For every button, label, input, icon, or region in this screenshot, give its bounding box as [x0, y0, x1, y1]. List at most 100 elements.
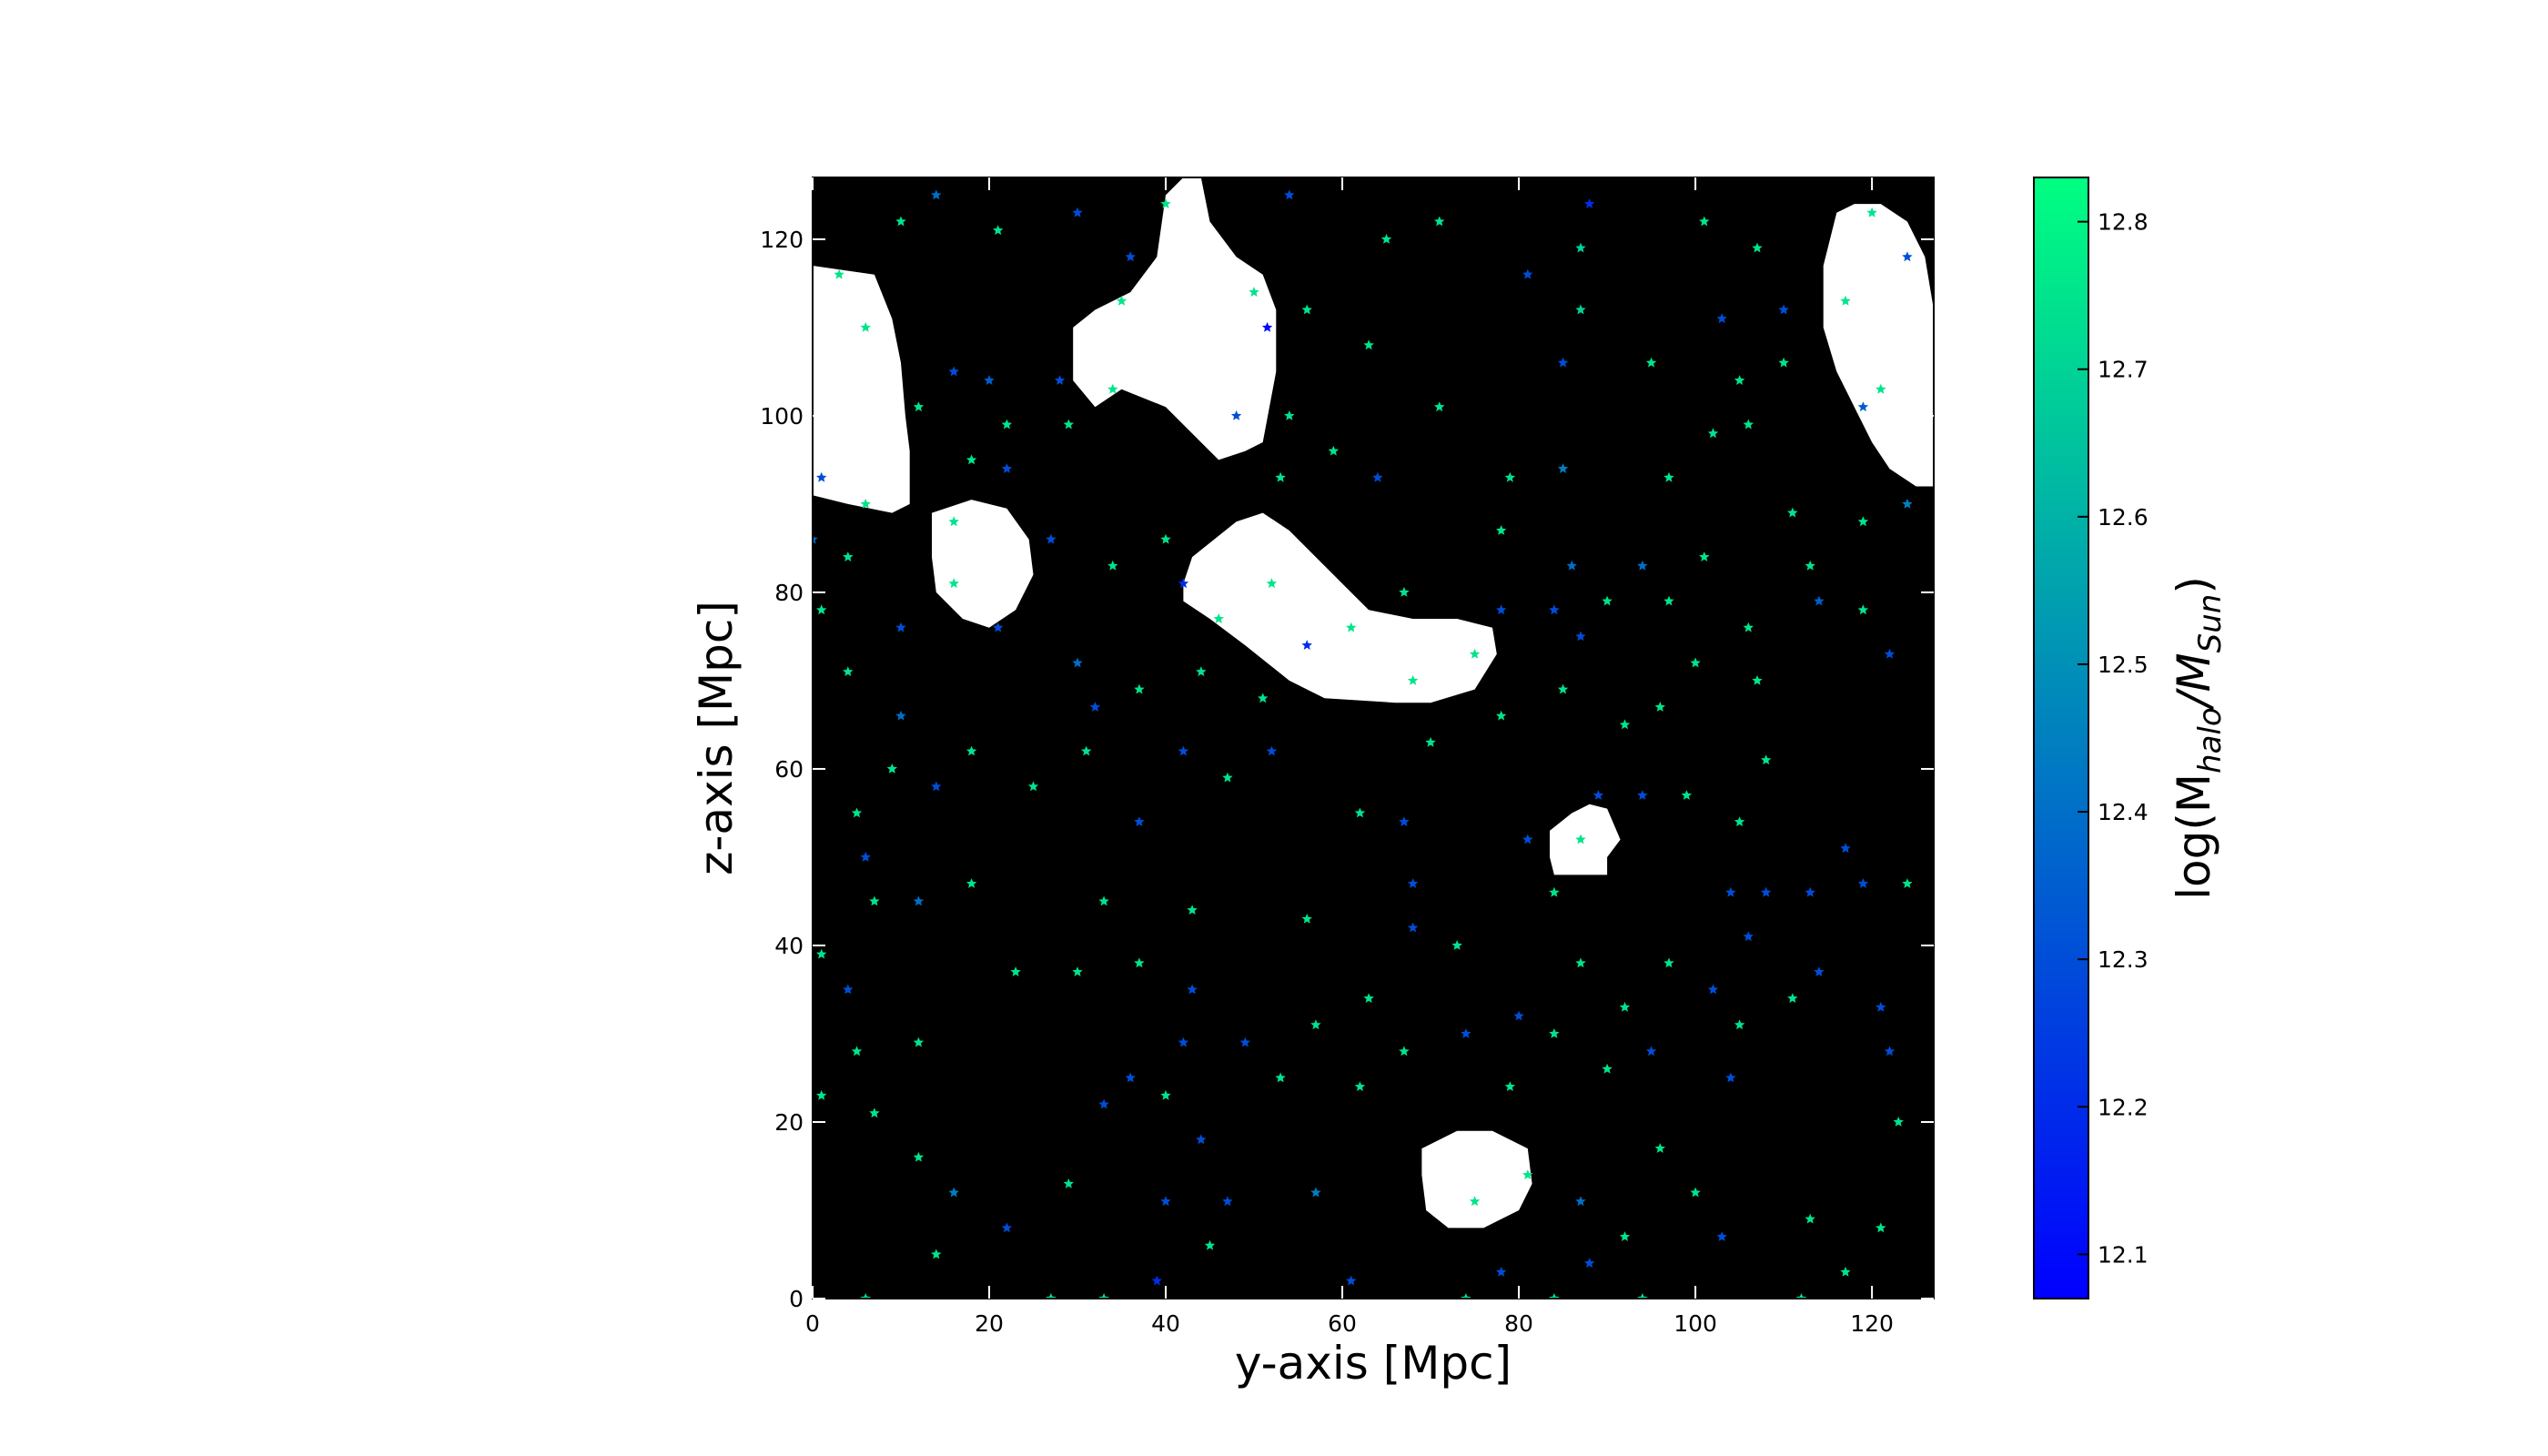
- halo-point-71: [1399, 586, 1410, 597]
- halo-point-182: [1354, 1081, 1366, 1091]
- halo-point-194: [1805, 1213, 1815, 1224]
- halo-point-72: [1469, 648, 1481, 659]
- halo-point-145: [1010, 966, 1021, 976]
- white-region-3: [1183, 512, 1497, 703]
- halo-point-101: [1196, 666, 1207, 677]
- halo-point-59: [843, 551, 854, 561]
- halo-point-115: [869, 895, 880, 906]
- halo-point-170: [948, 1187, 959, 1198]
- halo-point-74: [1496, 604, 1507, 615]
- halo-point-208: [1795, 1293, 1807, 1299]
- halo-point-156: [1549, 1028, 1560, 1038]
- halo-point-26: [1557, 357, 1569, 368]
- halo-point-169: [913, 1151, 925, 1162]
- halo-point-94: [966, 745, 977, 756]
- y-tick-label: 60: [774, 756, 804, 783]
- x-tick-label: 80: [1504, 1310, 1533, 1337]
- plot-frame: [812, 177, 1935, 1299]
- halo-point-159: [1645, 1046, 1657, 1057]
- halo-point-8: [1434, 216, 1445, 227]
- halo-point-75: [1549, 604, 1560, 615]
- halo-point-205: [1461, 1293, 1471, 1299]
- halo-point-141: [816, 948, 827, 959]
- halo-point-164: [1814, 966, 1825, 976]
- halo-point-78: [1602, 595, 1613, 606]
- halo-point-40: [1063, 419, 1074, 430]
- halo-point-117: [966, 878, 977, 888]
- halo-point-0: [931, 189, 942, 200]
- halo-point-148: [1187, 984, 1198, 995]
- halo-point-179: [1204, 1239, 1216, 1250]
- halo-point-96: [1072, 657, 1083, 668]
- halo-point-58: [813, 533, 818, 544]
- halo-point-53: [1707, 428, 1719, 439]
- halo-point-119: [1134, 816, 1145, 826]
- halo-point-47: [860, 498, 871, 509]
- x-tick-label: 120: [1850, 1310, 1894, 1337]
- white-region-1: [1073, 177, 1277, 460]
- halo-point-175: [1160, 1089, 1171, 1100]
- halo-point-43: [1284, 410, 1295, 420]
- halo-point-161: [1707, 984, 1719, 995]
- halo-point-2: [1284, 189, 1295, 200]
- halo-point-147: [1134, 957, 1145, 968]
- halo-point-183: [1469, 1196, 1481, 1207]
- plot-background: [813, 177, 1934, 1299]
- halo-point-69: [1301, 640, 1312, 650]
- colorbar-tick-label: 12.5: [2098, 652, 2149, 678]
- halo-point-146: [1072, 966, 1083, 976]
- halo-point-62: [993, 622, 1004, 632]
- halo-point-107: [1496, 710, 1507, 721]
- halo-point-193: [1716, 1231, 1727, 1241]
- halo-point-51: [1557, 463, 1569, 473]
- halo-point-90: [895, 622, 906, 632]
- halo-point-186: [1575, 1196, 1586, 1207]
- halo-point-91: [895, 710, 906, 721]
- halo-point-128: [1549, 886, 1560, 897]
- halo-point-120: [1187, 905, 1198, 915]
- halo-point-3: [1584, 198, 1595, 208]
- halo-point-187: [1584, 1258, 1595, 1269]
- halo-point-15: [860, 321, 871, 332]
- halo-point-113: [851, 807, 863, 818]
- halo-point-9: [1575, 242, 1586, 253]
- halo-point-166: [1884, 1046, 1896, 1057]
- colorbar-tick-label: 12.1: [2098, 1241, 2149, 1268]
- halo-point-20: [1125, 251, 1136, 262]
- halo-point-49: [1372, 471, 1383, 482]
- halo-point-98: [1081, 745, 1092, 756]
- halo-point-87: [1884, 648, 1896, 659]
- halo-point-12: [1866, 207, 1877, 217]
- halo-point-18: [1054, 375, 1066, 385]
- halo-point-191: [1690, 1187, 1701, 1198]
- halo-point-66: [1178, 578, 1189, 589]
- halo-point-130: [1592, 790, 1604, 800]
- y-tick-label: 20: [774, 1109, 804, 1136]
- colorbar-tick-label: 12.6: [2098, 504, 2149, 531]
- halo-point-160: [1663, 957, 1674, 968]
- halo-point-121: [1301, 913, 1312, 924]
- halo-point-48: [1275, 471, 1286, 482]
- halo-point-103: [1258, 693, 1269, 703]
- halo-point-46: [816, 471, 827, 482]
- x-axis-label: y-axis [Mpc]: [1235, 1337, 1512, 1390]
- halo-point-173: [1098, 1098, 1109, 1109]
- y-tick-label: 80: [774, 580, 804, 606]
- halo-point-41: [1107, 383, 1118, 394]
- halo-point-70: [1346, 622, 1357, 632]
- y-tick-label: 0: [789, 1286, 804, 1312]
- halo-point-165: [1876, 1001, 1886, 1012]
- halo-point-151: [1310, 1019, 1321, 1030]
- y-tick-label: 120: [760, 227, 804, 253]
- halo-point-64: [1107, 560, 1118, 571]
- halo-point-39: [1001, 419, 1013, 430]
- halo-point-17: [984, 375, 995, 385]
- halo-point-45: [1434, 401, 1445, 412]
- x-tick-label: 20: [975, 1310, 1004, 1337]
- halo-point-21: [1249, 287, 1259, 297]
- halo-point-54: [1743, 419, 1754, 430]
- halo-point-127: [1522, 834, 1533, 844]
- colorbar-gradient: [2033, 177, 2089, 1299]
- halo-point-140: [1743, 931, 1754, 942]
- halo-point-132: [1681, 790, 1693, 800]
